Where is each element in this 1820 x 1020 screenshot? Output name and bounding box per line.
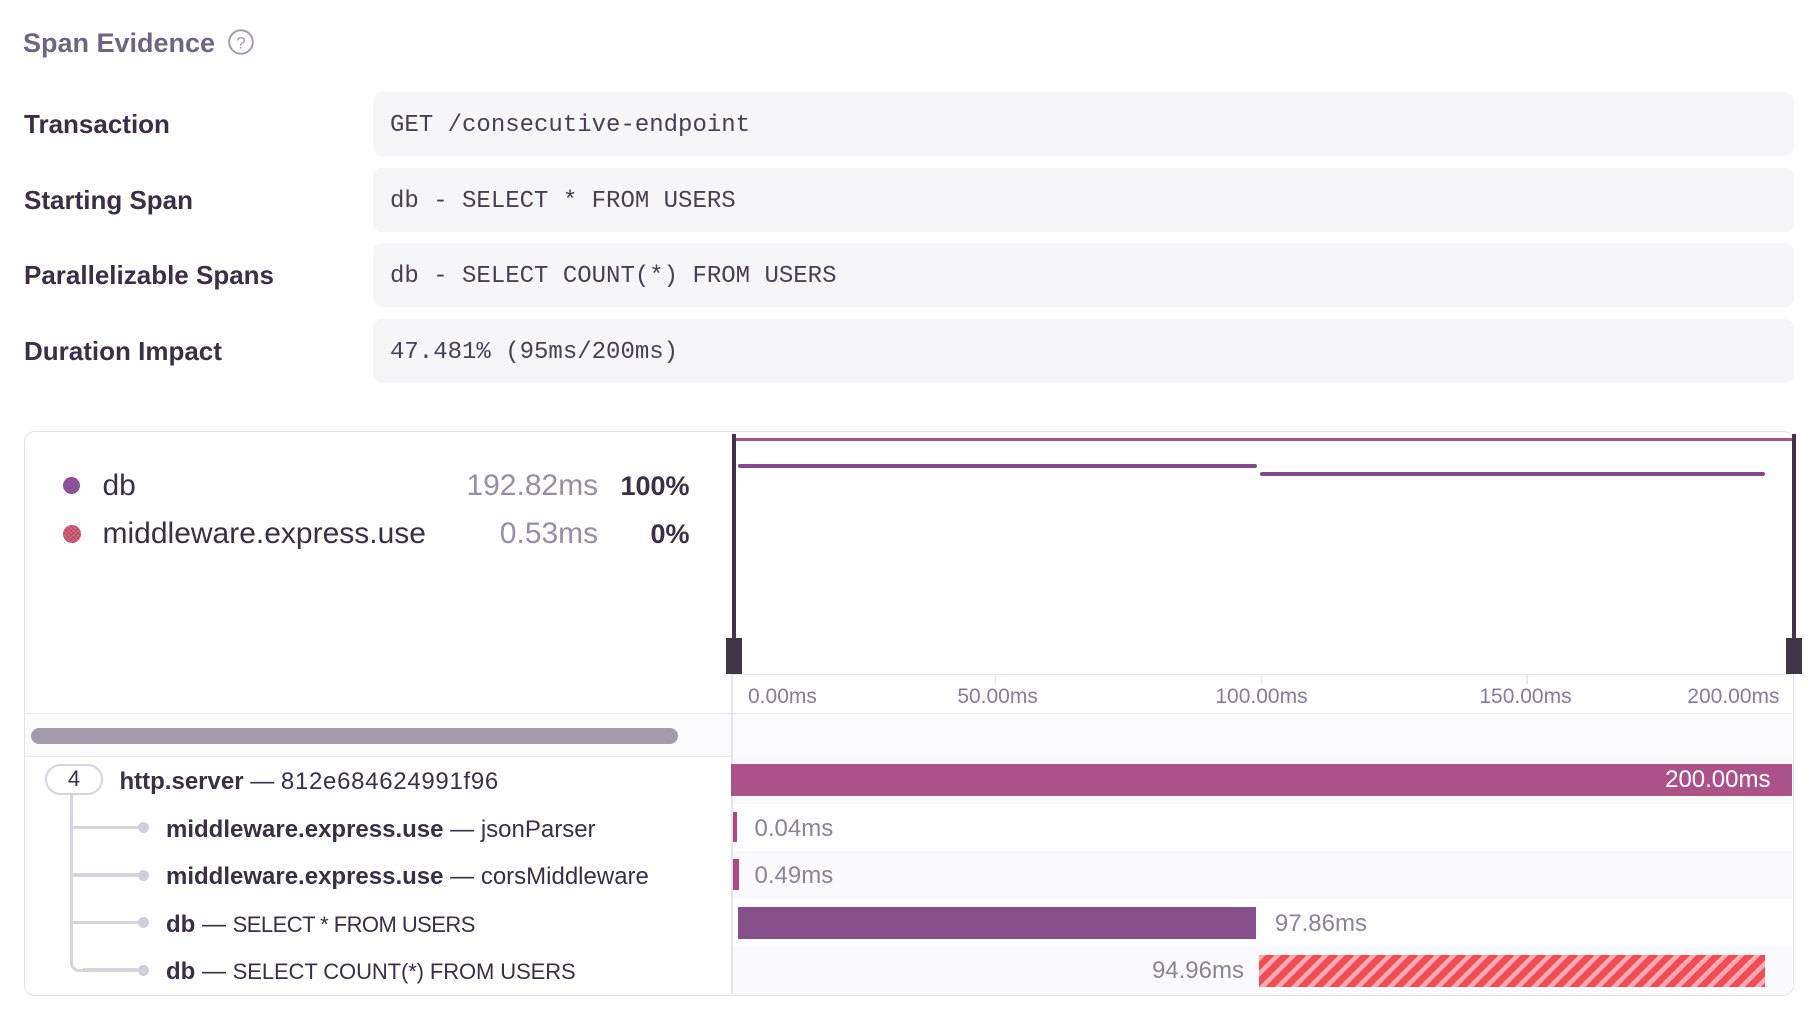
svg-text:?: ? [236, 33, 245, 52]
